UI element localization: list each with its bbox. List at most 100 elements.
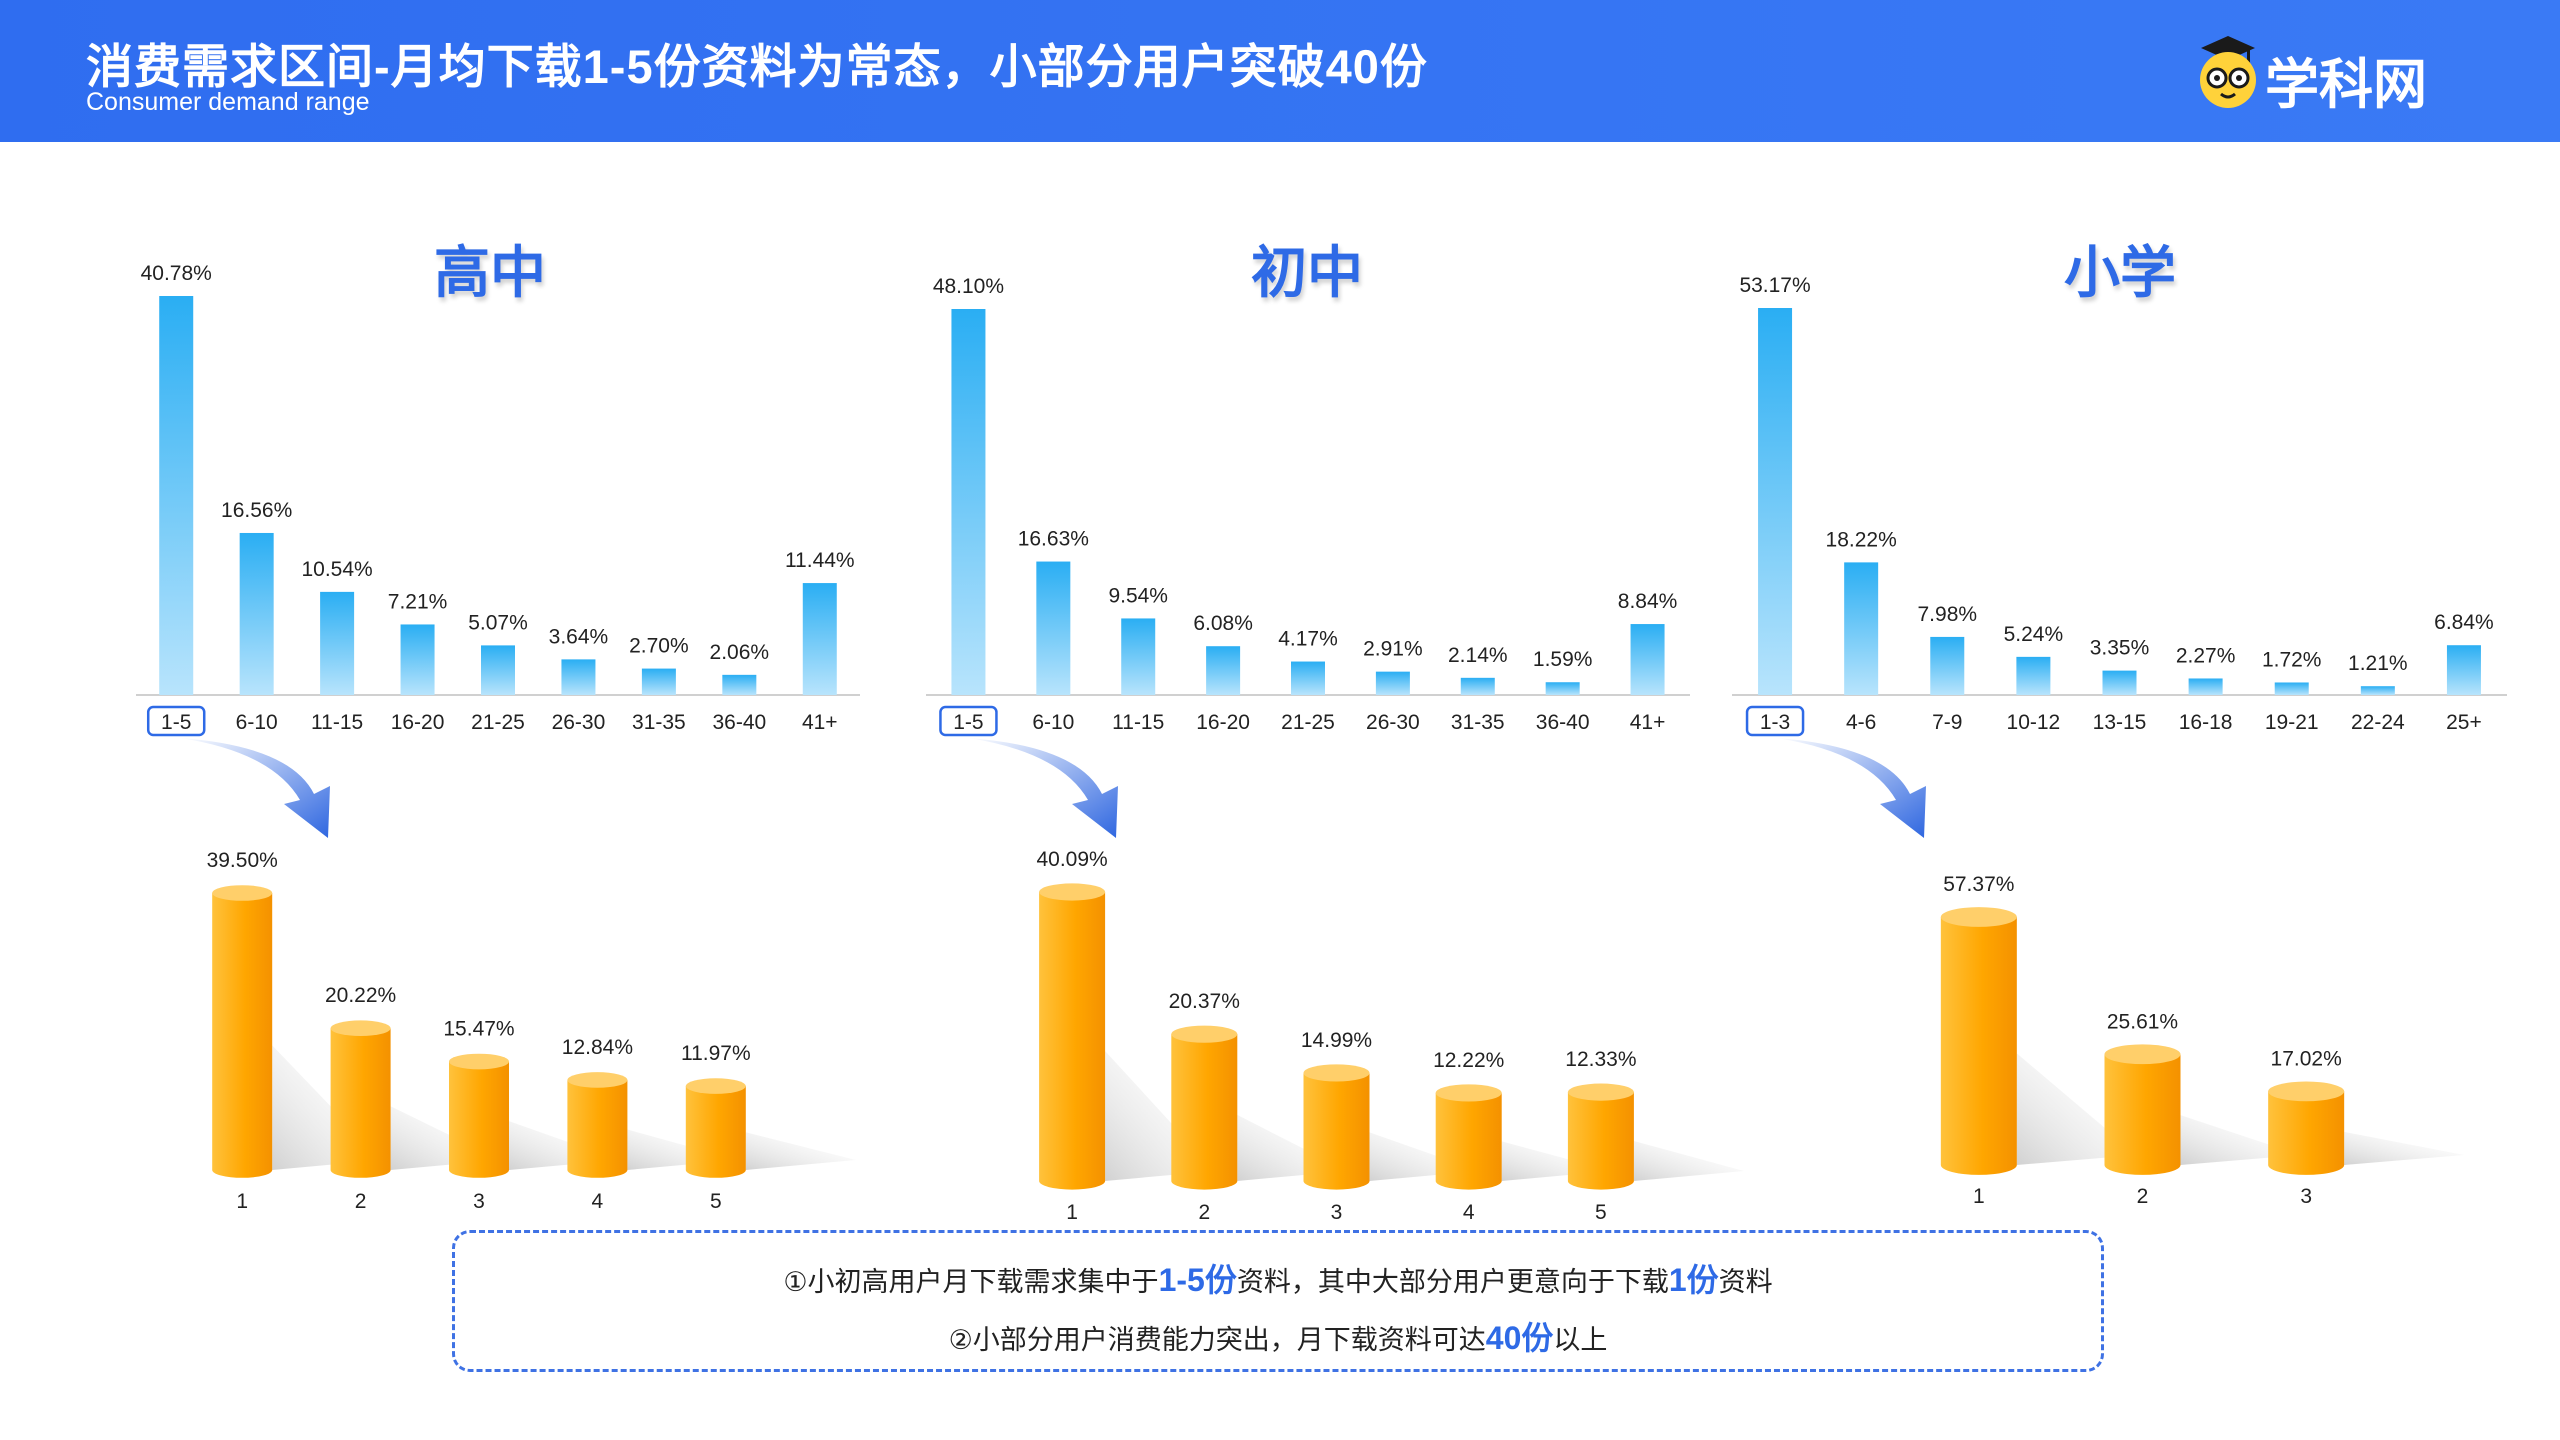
- tick-label: 11-15: [311, 711, 363, 734]
- note-line-1: ①小初高用户月下载需求集中于1-5份资料，其中大部分用户更意向于下载1份资料: [455, 1255, 2101, 1301]
- cylinder-bar: [1435, 1092, 1502, 1190]
- tick-label: 36-40: [1536, 711, 1590, 734]
- data-label: 12.33%: [1565, 1048, 1636, 1071]
- note-1-highlight-range: 1-5份: [1158, 1262, 1237, 1298]
- bar: [2360, 686, 2395, 695]
- cylinder-bar: [212, 893, 273, 1178]
- data-label: 2.91%: [1363, 638, 1423, 661]
- data-label: 25.61%: [2107, 1010, 2178, 1033]
- tick-label: 31-35: [632, 711, 686, 734]
- data-label: 2.06%: [710, 641, 770, 664]
- summary-notes-box: ①小初高用户月下载需求集中于1-5份资料，其中大部分用户更意向于下载1份资料 ②…: [452, 1230, 2104, 1372]
- bar: [2446, 645, 2481, 695]
- data-label: 1.21%: [2348, 652, 2408, 675]
- bar: [2016, 656, 2051, 695]
- data-label: 4.17%: [1278, 628, 1338, 651]
- cylinder-bar: [2268, 1091, 2345, 1175]
- data-label: 11.97%: [681, 1042, 751, 1065]
- data-label: 20.37%: [1169, 990, 1240, 1013]
- bar: [1844, 562, 1879, 695]
- tick-label: 19-21: [2265, 711, 2319, 734]
- data-label: 48.10%: [933, 275, 1004, 298]
- note-1-prefix: ①小初高用户月下载需求集中于: [783, 1267, 1159, 1297]
- tick-label: 31-35: [1451, 711, 1505, 734]
- flow-arrow: [1776, 738, 1926, 838]
- flow-arrow: [968, 738, 1118, 838]
- bar: [481, 645, 515, 695]
- tick-label: 36-40: [712, 711, 766, 734]
- bar: [561, 659, 596, 695]
- data-label: 8.84%: [1618, 590, 1678, 613]
- bar: [1460, 677, 1495, 695]
- tick-label: 1-3: [1760, 711, 1790, 734]
- cylinder-bar: [1039, 892, 1106, 1190]
- page-title: 消费需求区间-月均下载1-5份资料为常态，小部分用户突破40份: [86, 40, 1428, 93]
- tick-label: 26-30: [1366, 711, 1420, 734]
- data-label: 39.50%: [207, 849, 278, 872]
- data-label: 16.56%: [221, 499, 292, 522]
- tick-label: 1-5: [161, 711, 191, 734]
- data-label: 2.27%: [2176, 644, 2236, 667]
- cylinder-top: [1940, 907, 2017, 927]
- note-1-middle: 资料，其中大部分用户更意向于下载: [1236, 1267, 1669, 1297]
- cylinder-top: [567, 1072, 628, 1088]
- data-label: 7.98%: [1918, 603, 1978, 626]
- data-label: 3.64%: [549, 625, 609, 648]
- cylinder-top: [685, 1078, 746, 1094]
- tick-label: 26-30: [552, 711, 606, 734]
- data-label: 2.70%: [629, 635, 689, 658]
- bar: [239, 532, 274, 695]
- flow-arrow: [180, 738, 330, 838]
- mascot-icon: [2200, 36, 2256, 108]
- bar: [159, 296, 194, 695]
- data-label: 57.37%: [1943, 873, 2014, 896]
- tick-label: 2: [2137, 1185, 2149, 1208]
- tick-label: 7-9: [1932, 711, 1962, 734]
- tick-label: 3: [473, 1190, 485, 1213]
- cylinder-bar: [1567, 1092, 1634, 1190]
- note-2-highlight-count: 40份: [1485, 1320, 1554, 1356]
- data-label: 15.47%: [443, 1018, 514, 1041]
- tick-label: 1: [1973, 1185, 1985, 1208]
- data-label: 6.84%: [2434, 611, 2494, 634]
- bar: [1036, 561, 1071, 695]
- tick-label: 5: [1595, 1201, 1607, 1224]
- cylinder-top: [2104, 1044, 2181, 1065]
- note-2-prefix: ②小部分用户消费能力突出，月下载资料可达: [948, 1325, 1486, 1355]
- bar: [722, 674, 757, 695]
- cylinder-bar: [1940, 917, 2017, 1175]
- tick-label: 41+: [1630, 711, 1666, 734]
- bar: [1375, 671, 1410, 695]
- bar: [2274, 682, 2309, 695]
- data-label: 10.54%: [301, 558, 372, 581]
- cylinder-top: [1303, 1064, 1370, 1082]
- cylinder-bar: [685, 1086, 746, 1178]
- cylinder-top: [1567, 1083, 1634, 1101]
- tick-label: 10-12: [2007, 711, 2061, 734]
- cylinder-shadow: [745, 1132, 856, 1170]
- bar: [2102, 670, 2137, 695]
- tick-label: 13-15: [2093, 711, 2147, 734]
- data-label: 1.59%: [1533, 648, 1593, 671]
- data-label: 53.17%: [1739, 274, 1810, 297]
- tick-label: 25+: [2446, 711, 2482, 734]
- cylinder-top: [1171, 1025, 1238, 1043]
- data-label: 20.22%: [325, 984, 396, 1007]
- cylinder-top: [1435, 1084, 1502, 1102]
- data-label: 3.35%: [2090, 637, 2150, 660]
- cylinder-top: [212, 885, 273, 901]
- cylinder-bar: [2104, 1054, 2181, 1175]
- bar: [802, 583, 837, 695]
- cylinder-shadow: [2344, 1131, 2465, 1165]
- tick-label: 1: [236, 1190, 248, 1213]
- note-2-suffix: 以上: [1553, 1325, 1608, 1355]
- highlight-box: [146, 705, 206, 737]
- bar: [1758, 308, 1793, 695]
- panel-title-junior-high: 初中: [1251, 241, 1363, 304]
- tick-label: 41+: [802, 711, 838, 734]
- tick-label: 2: [355, 1190, 367, 1213]
- data-label: 12.22%: [1433, 1049, 1504, 1072]
- note-line-2: ②小部分用户消费能力突出，月下载资料可达40份以上: [455, 1313, 2101, 1359]
- bar: [1206, 646, 1241, 695]
